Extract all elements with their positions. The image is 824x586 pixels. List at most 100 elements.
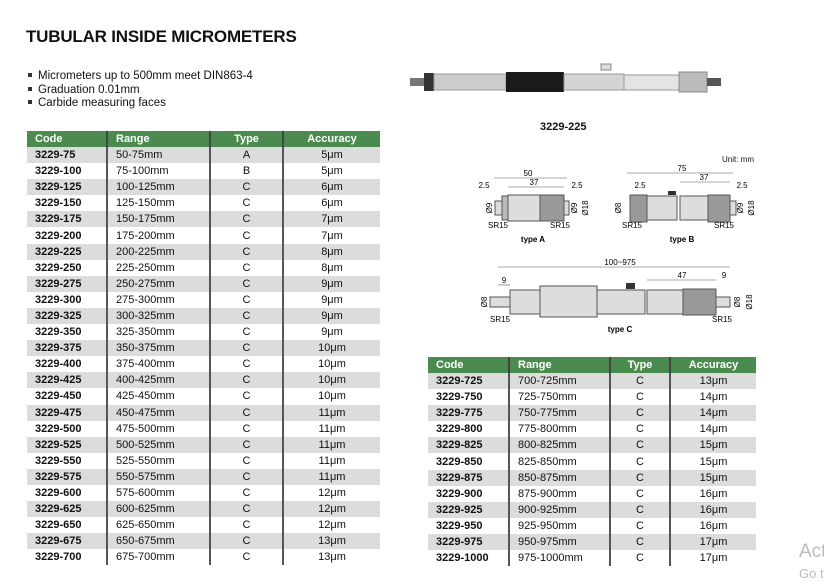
cell-range: 425-450mm [107,388,211,405]
cell-type: C [210,291,284,308]
cell-range: 700-725mm [509,373,611,390]
table-row: 3229-650 625-650mm C 12μm [27,517,380,534]
cell-range: 725-750mm [509,389,611,406]
dim-label: SR15 [622,221,643,230]
cell-type: A [210,147,284,164]
photo-caption: 3229-225 [540,121,587,133]
dim-label: 2.5 [571,181,583,190]
cell-accuracy: 8μm [321,261,343,274]
table-row: 3229-325 300-325mm C 9μm [27,307,380,325]
cell-code: 3229-975 [428,533,510,551]
cell-accuracy: 13μm [283,533,380,550]
cell-accuracy: 5μm [283,147,380,164]
dim-label: Ø8 [480,296,489,307]
table-row: 3229-400 375-400mm C 10μm [27,356,380,373]
table-row: 3229-925 900-925mm C 16μm [428,501,756,518]
header-accuracy: Accuracy [283,131,380,147]
cell-range: 125-150mm [107,195,211,212]
cell-accuracy: 12μm [318,487,346,500]
cell-code: 3229-925 [428,501,510,518]
table-row: 3229-950 925-950mm C 16μm [428,517,756,534]
header-type: Type [610,357,671,373]
cell-range: 500-525mm [107,436,211,453]
cell-accuracy: 10μm [283,372,380,389]
cell-range: 750-775mm [509,405,611,422]
dim-label: 50 [524,169,533,178]
cell-type: C [210,340,284,357]
cell-range: 600-625mm [107,501,211,518]
cell-code: 3229-400 [27,356,108,373]
cell-type: C [210,468,284,485]
cell-type: C [610,437,671,454]
type-b-label: type B [670,235,695,244]
dim-label: 37 [530,178,539,187]
table-row: 3229-75 50-75mm A 5μm [27,147,380,164]
activation-watermark-link[interactable]: Go t [799,566,824,581]
cell-type: C [210,179,284,196]
cell-accuracy: 9μm [283,275,380,292]
dim-label: 9 [502,276,507,285]
cell-range: 250-275mm [107,275,211,292]
table-row: 3229-425 400-425mm C 10μm [27,372,380,389]
table-row: 3229-825 800-825mm C 15μm [428,437,756,454]
cell-type: C [610,389,671,406]
feature-item: Carbide measuring faces [26,97,253,111]
cell-accuracy: 15μm [670,469,756,486]
dim-label: 2.5 [634,181,646,190]
cell-range: 450-475mm [107,404,211,421]
dim-label: SR15 [714,221,735,230]
cell-range: 950-975mm [509,533,611,551]
feature-item: Micrometers up to 500mm meet DIN863-4 [26,70,253,84]
table-row: 3229-550 525-550mm C 11μm [27,452,380,469]
cell-code: 3229-525 [27,436,108,453]
cell-range: 375-400mm [107,356,211,373]
cell-code: 3229-350 [27,324,108,341]
cell-range: 75-100mm [107,163,211,180]
cell-type: C [210,324,284,341]
cell-type: C [210,275,284,292]
activation-watermark-title: Act [799,541,824,562]
cell-range: 825-850mm [509,453,611,470]
table-row: 3229-1000 975-1000mm C 17μm [428,550,756,567]
cell-accuracy: 11μm [318,454,346,467]
table-row: 3229-750 725-750mm C 14μm [428,389,756,406]
cell-type: C [610,517,671,534]
cell-type: C [610,533,671,551]
cell-range: 800-825mm [509,437,611,454]
cell-accuracy: 9μm [321,293,343,306]
cell-type: C [210,420,284,437]
cell-range: 275-300mm [107,291,211,308]
dim-label: 47 [678,271,687,280]
cell-accuracy: 16μm [699,519,728,532]
cell-range: 300-325mm [107,307,211,325]
cell-accuracy: 12μm [283,501,380,518]
cell-type: C [610,469,671,486]
cell-type: C [210,243,284,260]
cell-accuracy: 7μm [321,229,343,242]
cell-accuracy: 5μm [321,165,343,178]
cell-range: 550-575mm [107,468,211,485]
table-row: 3229-475 450-475mm C 11μm [27,404,380,421]
cell-range: 400-425mm [107,372,211,389]
table-row: 3229-125 100-125mm C 6μm [27,179,380,196]
table-row: 3229-450 425-450mm C 10μm [27,388,380,405]
cell-accuracy: 12μm [318,519,346,532]
cell-type: C [610,453,671,470]
cell-range: 925-950mm [509,517,611,534]
cell-type: C [210,517,284,534]
cell-range: 350-375mm [107,340,211,357]
type-c-label: type C [608,325,633,334]
cell-code: 3229-75 [27,147,108,164]
cell-type: C [210,259,284,276]
cell-accuracy: 6μm [283,179,380,196]
cell-code: 3229-600 [27,484,108,502]
cell-code: 3229-425 [27,372,108,389]
cell-code: 3229-725 [428,373,510,390]
cell-accuracy: 14μm [699,423,728,436]
cell-range: 225-250mm [107,259,211,276]
cell-code: 3229-100 [27,163,108,180]
type-a-drawing: 50 37 2.5 2.5 Ø9 Ø9 Ø18 SR15 SR15 type A [478,169,590,244]
dim-label: SR15 [712,315,733,324]
table-row: 3229-900 875-900mm C 16μm [428,485,756,502]
cell-range: 775-800mm [509,421,611,438]
